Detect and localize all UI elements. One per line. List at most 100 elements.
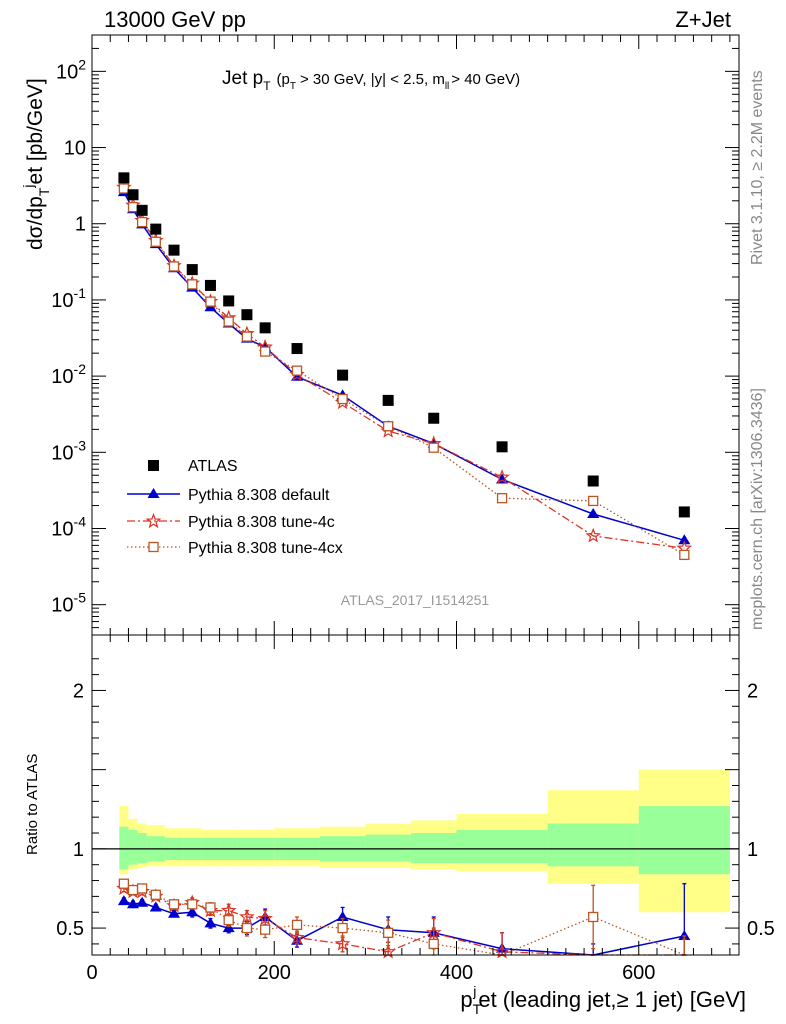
x-axis-title: pTjet (leading jet,≥ 1 jet) [GeV] — [460, 983, 746, 1017]
data-point-tune4c — [585, 527, 601, 543]
ratio-y-axis: 0.5 0.5 1 1 2 2 — [56, 658, 775, 945]
ratio-point-tune4cx — [187, 899, 198, 910]
ratio-point-tune4cx — [588, 911, 599, 923]
ratio-point-tune4c — [289, 929, 305, 945]
y-tick-label: 10-5 — [51, 590, 86, 617]
legend: ATLAS Pythia 8.308 default Pythia 8.308 … — [127, 458, 343, 557]
data-point-tune4cx — [205, 296, 216, 307]
ratio-point-tune4cx — [428, 938, 439, 950]
data-point-atlas — [241, 309, 253, 321]
ratio-band-inner — [638, 806, 730, 875]
ratio-band-inner — [137, 833, 147, 864]
data-point-tune4cx — [383, 421, 394, 432]
mcplots-label: mcplots.cern.ch [arXiv:1306.3436] — [749, 388, 766, 630]
process-label: Z+Jet — [675, 7, 731, 32]
ratio-point-default — [117, 895, 130, 906]
legend-label-tune4c: Pythia 8.308 tune-4c — [188, 514, 335, 531]
y-tick-label: 102 — [56, 56, 86, 83]
ratio-point-tune4c — [334, 935, 351, 951]
x-tick-label: 200 — [258, 962, 291, 984]
data-point-atlas — [291, 343, 303, 355]
data-point-atlas — [382, 394, 394, 406]
title-cuts-sub: T — [290, 81, 296, 92]
data-point-tune4cx — [259, 346, 271, 357]
ratio-x-axis: 0 200 400 600 — [86, 635, 731, 984]
ratio-point-default — [336, 910, 349, 921]
data-point-atlas — [428, 412, 440, 424]
ratio-point-default — [136, 896, 149, 907]
ratio-uncertainty-bands — [119, 769, 730, 913]
main-data-layer — [116, 172, 693, 561]
energy-label: 13000 GeV pp — [104, 7, 246, 32]
ratio-point-default — [204, 917, 217, 928]
title-cuts-end: > 40 GeV) — [451, 71, 520, 88]
y-tick-label: 10-1 — [51, 285, 86, 312]
legend-item-tune4cx: Pythia 8.308 tune-4cx — [127, 540, 343, 557]
ratio-point-tune4cx — [168, 899, 180, 910]
ratio-point-tune4cx — [383, 927, 394, 938]
legend-marker-tune4cx — [148, 541, 159, 553]
ratio-plot: 0.5 0.5 1 1 2 2 0 200 400 600 Ratio to ATLAS pTj… — [24, 634, 775, 1017]
data-point-tune4cx — [588, 495, 599, 507]
ratio-point-default — [678, 929, 691, 940]
legend-label-default: Pythia 8.308 default — [188, 487, 330, 504]
plot-title: Jet pT (pT > 30 GeV, |y| < 2.5, mll > 40 Ge… — [222, 68, 520, 93]
ratio-point-tune4cx — [259, 924, 271, 935]
x-tick-label: 600 — [622, 962, 655, 984]
data-point-atlas — [259, 322, 271, 334]
ratio-point-tune4cx — [241, 922, 253, 934]
data-point-atlas — [496, 441, 508, 453]
data-point-atlas — [136, 204, 148, 216]
data-point-tune4cx — [337, 393, 348, 405]
rivet-version-label: Rivet 3.1.10, ≥ 2.2M events — [749, 70, 766, 265]
data-point-tune4cx — [496, 493, 508, 504]
data-point-atlas — [127, 189, 139, 201]
data-point-default — [587, 507, 600, 518]
ratio-y-tick-label: 1 — [73, 839, 84, 861]
ratio-y-tick-label: 2 — [73, 680, 84, 702]
data-point-atlas — [204, 279, 216, 291]
y-tick-label: 1 — [75, 214, 86, 236]
legend-item-default: Pythia 8.308 default — [127, 487, 330, 504]
data-point-tune4cx — [168, 261, 180, 272]
ratio-y-tick-label: 0.5 — [56, 918, 84, 940]
data-point-atlas — [118, 172, 130, 184]
legend-label-tune4cx: Pythia 8.308 tune-4cx — [188, 540, 343, 557]
ratio-point-tune4cx — [127, 884, 139, 896]
legend-item-atlas: ATLAS — [148, 458, 238, 475]
data-point-tune4cx — [136, 216, 148, 228]
data-point-tune4cx — [118, 183, 130, 194]
ratio-band-inner — [410, 833, 457, 864]
data-point-atlas — [186, 264, 198, 276]
title-m-sub: ll — [445, 81, 449, 92]
ratio-point-tune4cx — [150, 889, 161, 900]
legend-marker-atlas — [148, 460, 159, 471]
y-tick-label: 10-4 — [51, 513, 86, 540]
legend-item-tune4c: Pythia 8.308 tune-4c — [127, 512, 335, 531]
ratio-plot-frame — [91, 634, 740, 956]
ratio-point-tune4cx — [118, 878, 130, 889]
title-main: Jet p — [222, 68, 263, 89]
data-point-atlas — [337, 369, 349, 381]
ratio-point-tune4cx — [136, 883, 148, 894]
ratio-y-tick-label: 2 — [747, 680, 758, 702]
main-y-axis-title: dσ/dpTjet [pb/GeV] — [20, 78, 52, 250]
ratio-data-layer — [116, 878, 691, 959]
data-point-atlas — [168, 244, 180, 256]
data-point-tune4c — [494, 469, 510, 484]
ratio-point-tune4cx — [205, 902, 216, 913]
data-point-tune4cx — [679, 549, 690, 561]
data-point-atlas — [150, 223, 162, 235]
data-point-default — [678, 534, 691, 545]
ratio-point-default — [127, 898, 140, 909]
data-point-tune4cx — [241, 331, 253, 342]
data-point-tune4cx — [127, 202, 139, 213]
ratio-point-default — [186, 906, 199, 917]
ratio-line-tune4cx — [123, 883, 685, 956]
main-x-axis — [91, 35, 731, 635]
legend-label-atlas: ATLAS — [188, 458, 238, 475]
ratio-point-tune4cx — [291, 919, 303, 931]
data-point-tune4cx — [428, 442, 439, 453]
title-cuts-rest: > 30 GeV, |y| < 2.5, m — [300, 71, 445, 88]
